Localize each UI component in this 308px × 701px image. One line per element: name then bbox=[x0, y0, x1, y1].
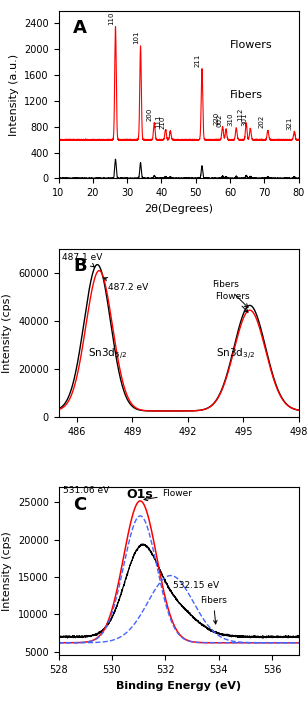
Text: 301: 301 bbox=[241, 113, 247, 126]
Text: Flowers: Flowers bbox=[216, 292, 250, 312]
Y-axis label: Intensity (a.u.): Intensity (a.u.) bbox=[9, 53, 18, 135]
Text: 200: 200 bbox=[146, 107, 152, 121]
Text: 101: 101 bbox=[133, 31, 140, 44]
Text: 532.15 eV: 532.15 eV bbox=[173, 581, 219, 590]
Text: 211: 211 bbox=[195, 53, 201, 67]
Text: Flowers: Flowers bbox=[230, 40, 273, 50]
Text: Flower: Flower bbox=[144, 489, 192, 501]
X-axis label: Binding Energy (eV): Binding Energy (eV) bbox=[116, 681, 241, 690]
Text: Sn3d$_{3/2}$: Sn3d$_{3/2}$ bbox=[216, 347, 255, 362]
Text: 487.1 eV: 487.1 eV bbox=[62, 253, 103, 267]
Text: 110: 110 bbox=[108, 11, 114, 25]
Text: O1s: O1s bbox=[127, 488, 153, 501]
Y-axis label: Intensity (cps): Intensity (cps) bbox=[2, 293, 13, 373]
Text: 210: 210 bbox=[160, 116, 166, 129]
Text: A: A bbox=[73, 19, 87, 37]
Text: C: C bbox=[73, 496, 86, 514]
Text: 310: 310 bbox=[227, 112, 233, 125]
Text: 487.2 eV: 487.2 eV bbox=[104, 278, 149, 292]
Text: 112: 112 bbox=[237, 108, 243, 121]
Text: 321: 321 bbox=[286, 116, 292, 130]
Text: Fibers: Fibers bbox=[230, 90, 263, 100]
Text: Sn3d$_{5/2}$: Sn3d$_{5/2}$ bbox=[88, 347, 127, 362]
Text: 220: 220 bbox=[213, 111, 219, 125]
Text: Fibers: Fibers bbox=[212, 280, 248, 308]
Text: 531.06 eV: 531.06 eV bbox=[63, 486, 109, 495]
Text: B: B bbox=[73, 257, 87, 275]
Y-axis label: Intensity (cps): Intensity (cps) bbox=[2, 531, 12, 611]
Text: 202: 202 bbox=[259, 115, 265, 128]
Text: 111: 111 bbox=[155, 114, 161, 128]
Text: Fibers: Fibers bbox=[200, 596, 227, 624]
X-axis label: 2θ(Degrees): 2θ(Degrees) bbox=[144, 204, 213, 214]
Text: 002: 002 bbox=[217, 114, 223, 127]
